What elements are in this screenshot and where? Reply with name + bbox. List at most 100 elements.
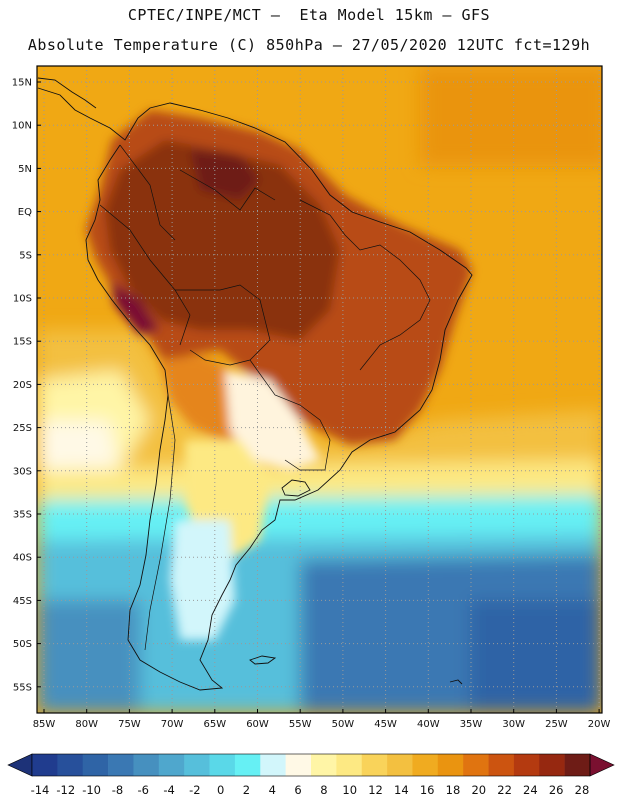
longitude-label: 35W: [460, 719, 483, 730]
colorbar-swatch: [184, 754, 210, 776]
coastline-falklands: [249, 655, 277, 665]
latitude-label: 30S: [13, 466, 32, 477]
colorbar-label: -14: [31, 783, 50, 797]
colorbar-swatch: [437, 754, 464, 776]
colorbar-swatch: [336, 754, 363, 776]
longitude-label: 55W: [289, 719, 312, 730]
country-borders: [99, 144, 431, 651]
colorbar-swatch: [234, 754, 261, 776]
colorbar-swatch: [82, 754, 109, 776]
field-land-hot: [105, 140, 340, 340]
colorbar: -14 -12 -10 -8 -6 -4 -2 0 2 4 6 8 10 12 14 16 18 20 22 24 26…: [7, 753, 615, 797]
colorbar-label: 22: [497, 783, 512, 797]
colorbar-swatch: [108, 754, 134, 776]
colorbar-label: -10: [82, 783, 101, 797]
latitude-label: 25S: [13, 423, 32, 434]
colorbar-label: 0: [217, 783, 224, 797]
field-land-pale: [225, 370, 320, 470]
field-land-andes-hot: [110, 280, 160, 335]
coastline-central-america: [37, 77, 97, 109]
longitude-axis: 85W 80W 75W 70W 65W 60W 55W 50W 45W 40W 35W 30W 25W 2…: [33, 719, 611, 730]
latitude-label: 5S: [19, 250, 32, 261]
colorbar-swatch: [412, 754, 439, 776]
field-pacific-cold: [37, 600, 140, 713]
colorbar-label: -6: [138, 783, 149, 797]
colorbar-outline: [31, 753, 591, 777]
temperature-field: [37, 66, 602, 713]
colorbar-label: 12: [368, 783, 383, 797]
field-atlantic-coldest: [470, 600, 602, 713]
field-ocean-caribbean: [420, 66, 602, 166]
colorbar-max-arrow: [589, 753, 615, 777]
latitude-label: 15N: [12, 78, 32, 89]
longitude-label: 60W: [246, 719, 269, 730]
coastline-south-georgia: [449, 679, 463, 685]
colorbar-swatch: [32, 754, 58, 776]
colorbar-label: 2: [243, 783, 250, 797]
colorbar-swatch: [564, 754, 591, 776]
longitude-label: 70W: [161, 719, 184, 730]
colorbar-label: 8: [320, 783, 327, 797]
latitude-label: 5N: [18, 164, 32, 175]
colorbar-swatch: [463, 754, 489, 776]
border-bolivia: [175, 284, 271, 366]
field-pacific-pale: [37, 420, 120, 480]
latitude-label: 55S: [13, 682, 32, 693]
colorbar-label: 4: [269, 783, 276, 797]
latitude-label: EQ: [18, 207, 32, 218]
field-land-hottest: [190, 150, 260, 200]
colorbar-swatch: [285, 754, 312, 776]
colorbar-swatch: [539, 754, 565, 776]
longitude-label: 40W: [417, 719, 440, 730]
colorbar-swatch: [488, 754, 515, 776]
graticule: [37, 66, 602, 713]
coastline: [37, 77, 473, 691]
longitude-label: 45W: [374, 719, 397, 730]
map-subtitle: Absolute Temperature (C) 850hPa – 27/05/…: [27, 36, 591, 54]
coastline-south-america: [37, 87, 473, 691]
colorbar-label: -2: [189, 783, 200, 797]
map-frame: [36, 65, 603, 714]
colorbar-label: -4: [163, 783, 174, 797]
colorbar-swatch: [209, 754, 236, 776]
latitude-label: 45S: [13, 596, 32, 607]
longitude-label: 25W: [545, 719, 568, 730]
colorbar-label: -12: [56, 783, 75, 797]
map-title: CPTEC/INPE/MCT – Eta Model 15km – GFS: [127, 6, 491, 24]
colorbar-label: 14: [394, 783, 409, 797]
longitude-label: 80W: [75, 719, 98, 730]
colorbar-swatch: [311, 754, 337, 776]
latitude-label: 20S: [13, 380, 32, 391]
colorbar-min-arrow: [7, 753, 33, 777]
colorbar-label: 10: [342, 783, 357, 797]
border-brazil-states: [299, 199, 431, 371]
latitude-axis: 15N 10N 5N EQ 5S 10S 15S 20S 25S 30S 35S 40S 45S 50S 5…: [12, 78, 32, 694]
field-land-patagonia: [170, 520, 235, 640]
latitude-label: 15S: [13, 337, 32, 348]
colorbar-label: 28: [575, 783, 590, 797]
border-chile-argentina: [144, 394, 176, 651]
colorbar-label: 24: [523, 783, 538, 797]
latitude-label: 10S: [13, 294, 32, 305]
field-band-yellow: [37, 460, 602, 505]
colorbar-swatch: [260, 754, 286, 776]
colorbar-swatch: [158, 754, 185, 776]
field-ocean-subtropic: [37, 330, 602, 470]
border-peru: [99, 204, 191, 346]
latitude-label: 50S: [13, 639, 32, 650]
longitude-label: 30W: [502, 719, 525, 730]
border-colombia: [119, 144, 176, 241]
colorbar-label: 26: [549, 783, 564, 797]
colorbar-swatch: [513, 754, 540, 776]
colorbar-swatch: [133, 754, 160, 776]
colorbar-swatch: [361, 754, 388, 776]
colorbar-label: 6: [294, 783, 301, 797]
colorbar-swatch: [57, 754, 84, 776]
coastline-river-plate: [281, 479, 311, 497]
colorbar-label: -8: [112, 783, 123, 797]
colorbar-label: 18: [446, 783, 461, 797]
longitude-label: 75W: [118, 719, 141, 730]
border-venezuela: [179, 169, 276, 211]
longitude-label: 65W: [203, 719, 226, 730]
latitude-label: 35S: [13, 510, 32, 521]
